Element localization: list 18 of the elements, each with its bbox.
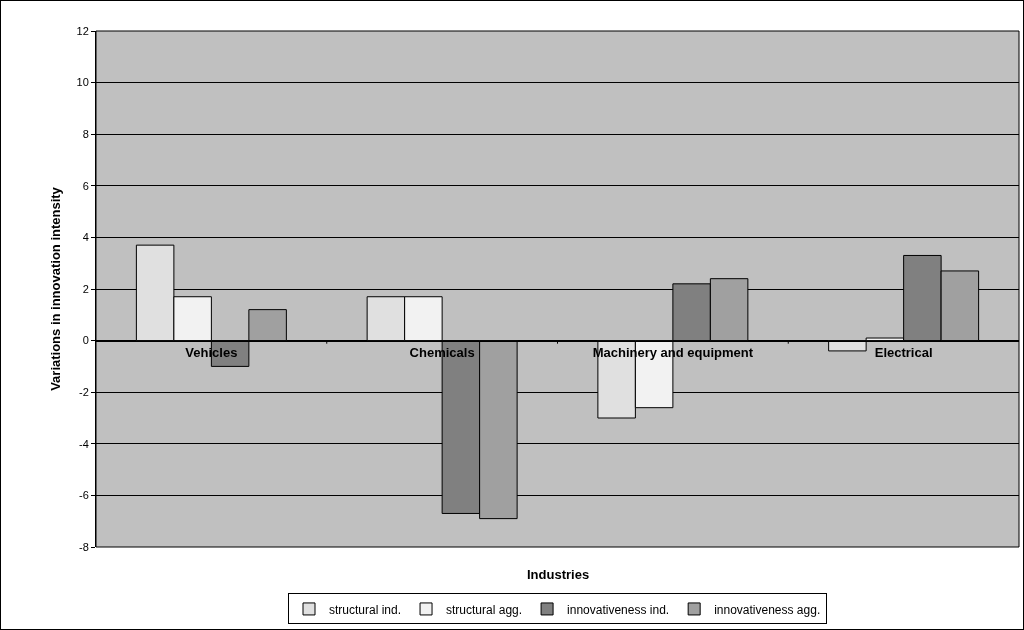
y-tick-label: 0 [82, 334, 89, 347]
legend-label: structural ind. [329, 602, 402, 617]
y-tick-label: 2 [82, 282, 89, 295]
y-tick-label: 10 [76, 76, 89, 89]
y-axis-title: Variations in innovation intensity [48, 186, 63, 391]
x-tick-label: Electrical [874, 345, 933, 361]
legend-label: innovativeness ind. [567, 602, 670, 617]
x-axis-title: Industries [527, 567, 590, 582]
y-tick-label: 8 [82, 128, 89, 141]
legend-label: structural agg. [446, 602, 523, 617]
y-tick-label: 12 [76, 24, 89, 37]
y-tick-label: 6 [82, 179, 89, 192]
legend-label: innovativeness agg. [714, 602, 821, 617]
y-tick-label: -2 [79, 386, 89, 399]
y-tick-label: 4 [82, 231, 89, 244]
y-tick-label: -4 [79, 437, 89, 450]
y-tick-label: -6 [79, 489, 89, 502]
y-tick-label: -8 [79, 540, 89, 553]
